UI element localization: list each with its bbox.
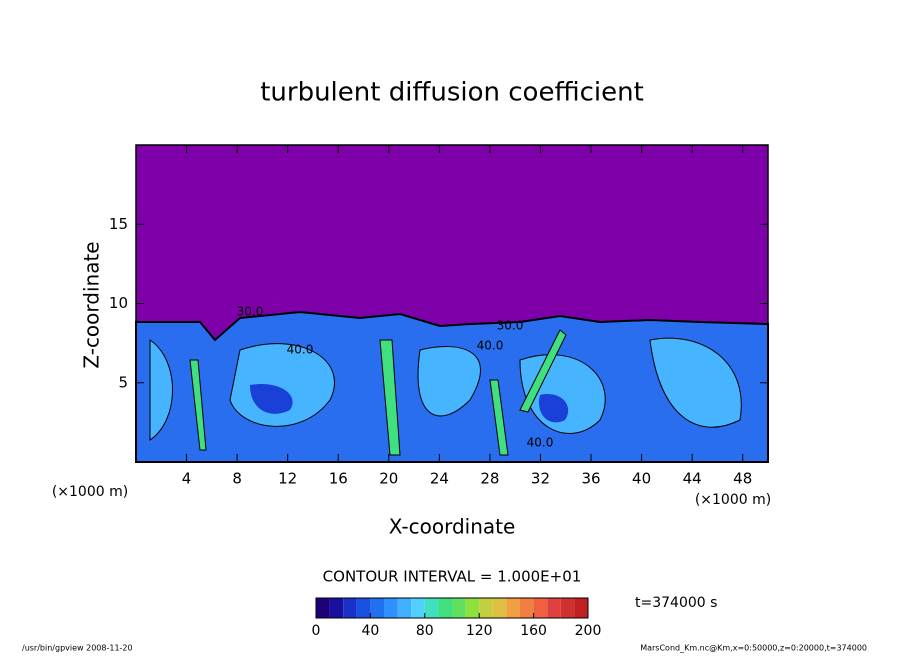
chart-title: turbulent diffusion coefficient bbox=[260, 78, 644, 108]
colorbar-bin bbox=[370, 598, 384, 618]
colorbar-bin bbox=[465, 598, 480, 618]
colorbar-bin bbox=[506, 598, 520, 618]
colorbar-tick-label: 80 bbox=[416, 623, 434, 639]
colorbar-bin bbox=[329, 598, 344, 618]
colorbar-tick-label: 120 bbox=[466, 623, 493, 639]
x-axis-label: X-coordinate bbox=[389, 515, 516, 539]
x-tick-label: 36 bbox=[581, 470, 600, 488]
field bbox=[135, 144, 769, 463]
field-high bbox=[149, 337, 742, 441]
colorbar-frame bbox=[315, 597, 589, 619]
x-tick-label: 40 bbox=[632, 470, 651, 488]
colorbar-bin bbox=[520, 598, 534, 618]
x-tick-label: 12 bbox=[278, 470, 297, 488]
y-tick-label: 10 bbox=[109, 294, 128, 312]
x-tick-label: 4 bbox=[182, 470, 192, 488]
x-tick-label: 24 bbox=[430, 470, 449, 488]
x-unit-label: (×1000 m) bbox=[52, 484, 128, 500]
y-axis-label: Z-coordinate bbox=[80, 241, 104, 368]
contour-label: 30.0 bbox=[237, 305, 264, 319]
x-tick-label: 8 bbox=[232, 470, 242, 488]
x-tick-label: 32 bbox=[531, 470, 550, 488]
colorbar-tick-label: 40 bbox=[361, 623, 379, 639]
contour-label: 40.0 bbox=[527, 436, 554, 450]
x-tick-label: 48 bbox=[733, 470, 752, 488]
colorbar-bin bbox=[438, 598, 452, 618]
contour-interval: CONTOUR INTERVAL = 1.000E+01 bbox=[323, 568, 582, 586]
y-tick-label: 5 bbox=[118, 373, 128, 391]
colorbar-bin bbox=[479, 598, 493, 618]
y-tick-label: 15 bbox=[109, 215, 128, 233]
colorbar-bin bbox=[547, 598, 561, 618]
time-label: t=374000 s bbox=[635, 595, 717, 611]
x-tick-label: 20 bbox=[379, 470, 398, 488]
field-peak bbox=[189, 329, 567, 456]
x-tick-label: 44 bbox=[683, 470, 702, 488]
contour-label: 40.0 bbox=[287, 343, 314, 357]
x-unit-label: (×1000 m) bbox=[695, 492, 771, 508]
colorbar-bin bbox=[343, 598, 357, 618]
colorbar-bin bbox=[533, 598, 548, 618]
colorbar-bin bbox=[411, 598, 425, 618]
colorbar-bin bbox=[356, 598, 371, 618]
footer-left: /usr/bin/gpview 2008-11-20 bbox=[22, 644, 133, 653]
colorbar-tick-label: 200 bbox=[575, 623, 602, 639]
footer-right: MarsCond_Km.nc@Km,x=0:50000,z=0:20000,t=… bbox=[640, 644, 867, 653]
colorbar-bin bbox=[574, 598, 588, 618]
x-tick-label: 28 bbox=[480, 470, 499, 488]
colorbar-tick-label: 160 bbox=[520, 623, 547, 639]
colorbar-tick-label: 0 bbox=[312, 623, 321, 639]
colorbar-bin bbox=[452, 598, 466, 618]
contour-label: 30.0 bbox=[497, 319, 524, 333]
colorbar-bin bbox=[316, 598, 330, 618]
colorbar-bin bbox=[424, 598, 439, 618]
x-tick-label: 16 bbox=[329, 470, 348, 488]
colorbar-bin bbox=[397, 598, 412, 618]
colorbar-bin bbox=[560, 598, 575, 618]
colorbar-bin bbox=[492, 598, 507, 618]
colorbar-bin bbox=[384, 598, 398, 618]
contour-label: 40.0 bbox=[477, 339, 504, 353]
